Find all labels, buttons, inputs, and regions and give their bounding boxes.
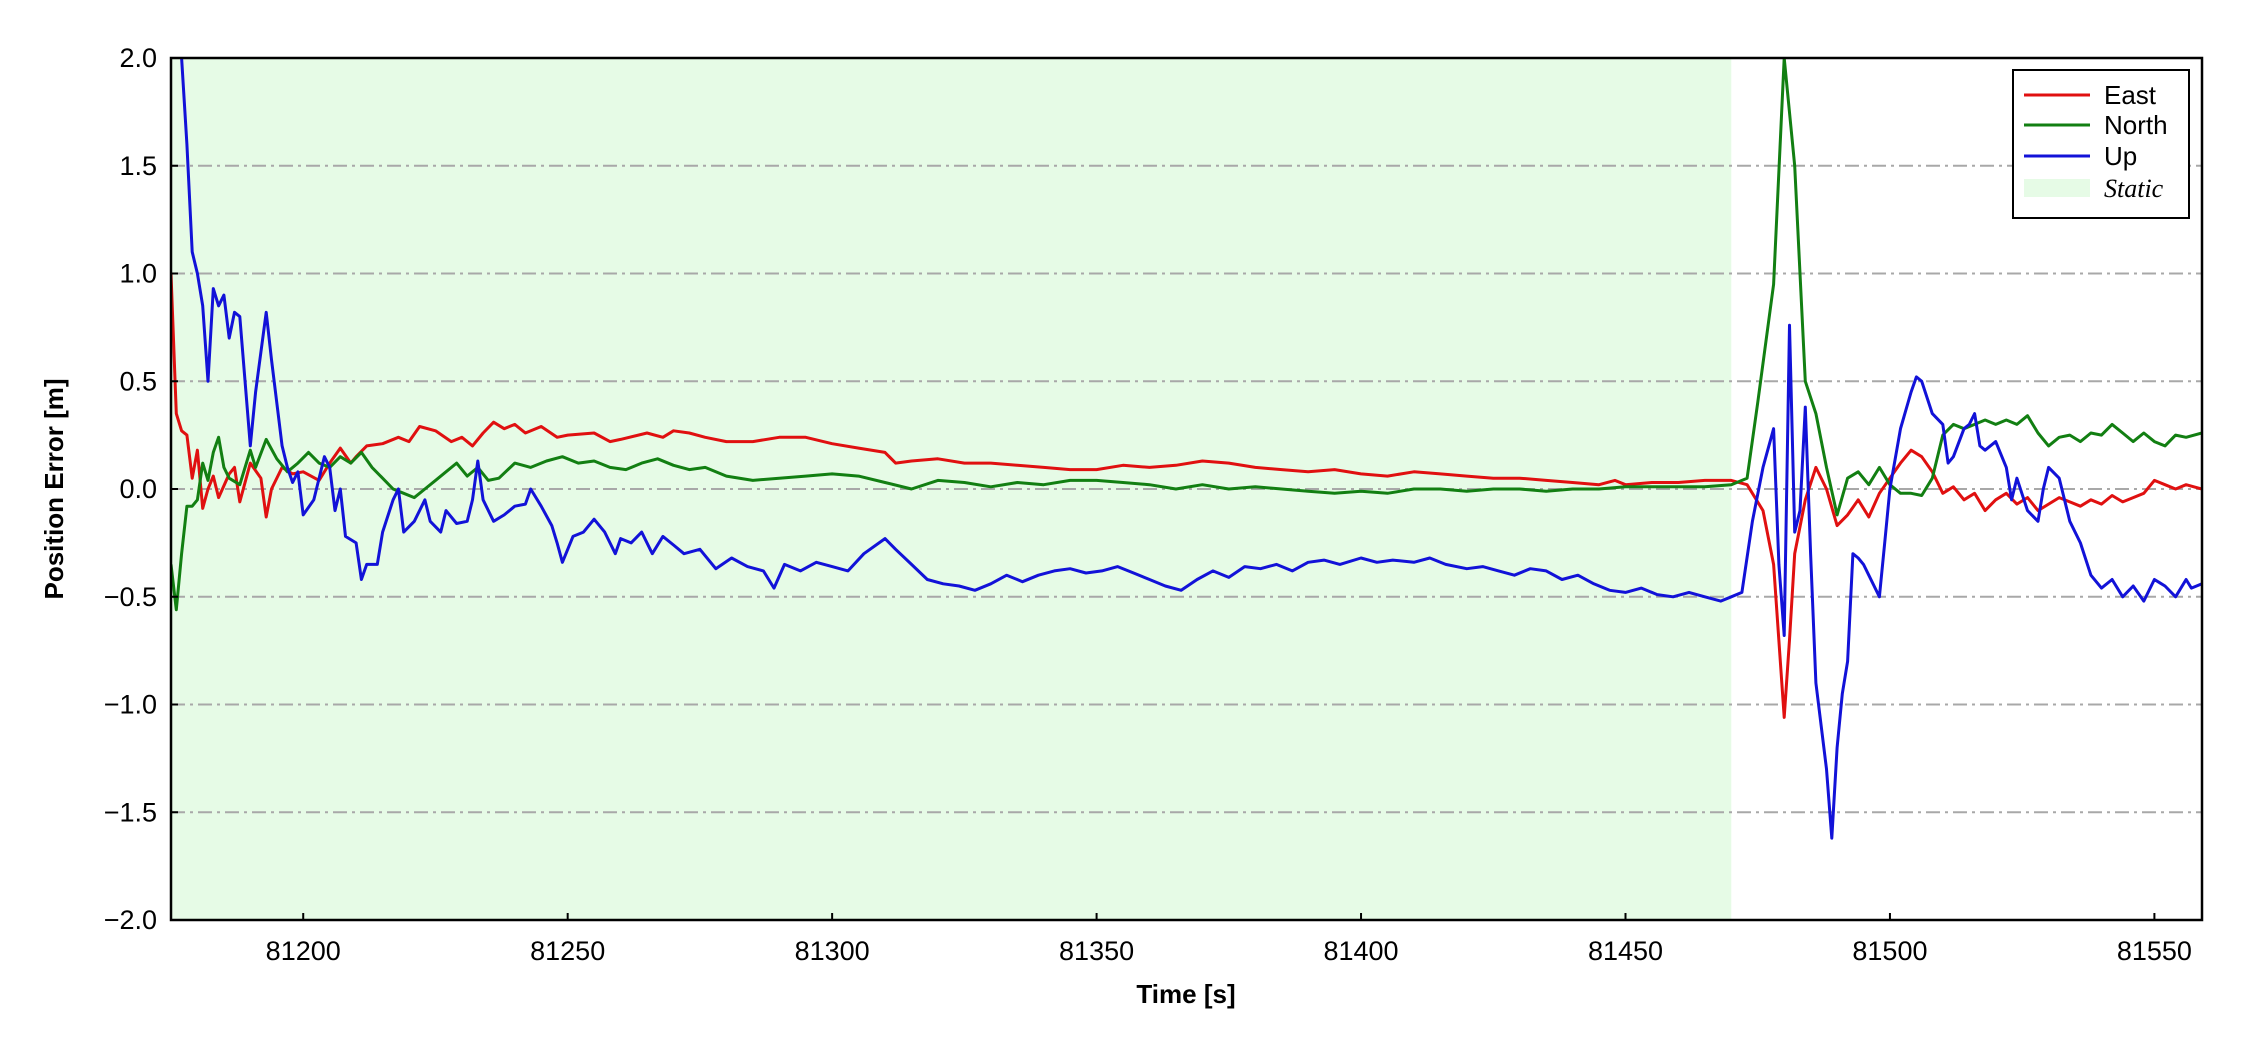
y-tick-label: −1.5 — [104, 797, 157, 827]
y-tick-label: −0.5 — [104, 582, 157, 612]
y-tick-label: 1.0 — [119, 259, 157, 289]
legend-swatch-static — [2024, 179, 2090, 197]
series-lines — [171, 58, 2202, 840]
y-tick-label: −1.0 — [104, 690, 157, 720]
x-tick-label: 81500 — [1852, 936, 1927, 966]
series-line-east — [171, 273, 2202, 719]
y-tick-label: 1.5 — [119, 151, 157, 181]
y-tick-label: 2.0 — [119, 43, 157, 73]
legend-label-east: East — [2104, 80, 2157, 110]
axis-ticks: −2.0 −1.5 −1.0 −0.5 0.0 0.5 1.0 1.5 2.0 81200 8125… — [104, 43, 2192, 966]
series-line-up — [180, 58, 2202, 840]
legend-label-static: Static — [2104, 174, 2164, 203]
x-axis-title: Time [s] — [1136, 979, 1235, 1009]
x-tick-label: 81200 — [266, 936, 341, 966]
x-tick-label: 81550 — [2117, 936, 2192, 966]
y-axis-title: Position Error [m] — [39, 378, 69, 599]
y-tick-label: 0.5 — [119, 366, 157, 396]
x-tick-label: 81400 — [1323, 936, 1398, 966]
y-tick-label: 0.0 — [119, 474, 157, 504]
x-tick-label: 81450 — [1588, 936, 1663, 966]
x-tick-label: 81350 — [1059, 936, 1134, 966]
y-tick-label: −2.0 — [104, 905, 157, 935]
x-tick-label: 81300 — [795, 936, 870, 966]
legend-label-up: Up — [2104, 141, 2137, 171]
legend: East North Up Static — [2012, 69, 2190, 219]
x-tick-label: 81250 — [530, 936, 605, 966]
legend-label-north: North — [2104, 110, 2168, 140]
